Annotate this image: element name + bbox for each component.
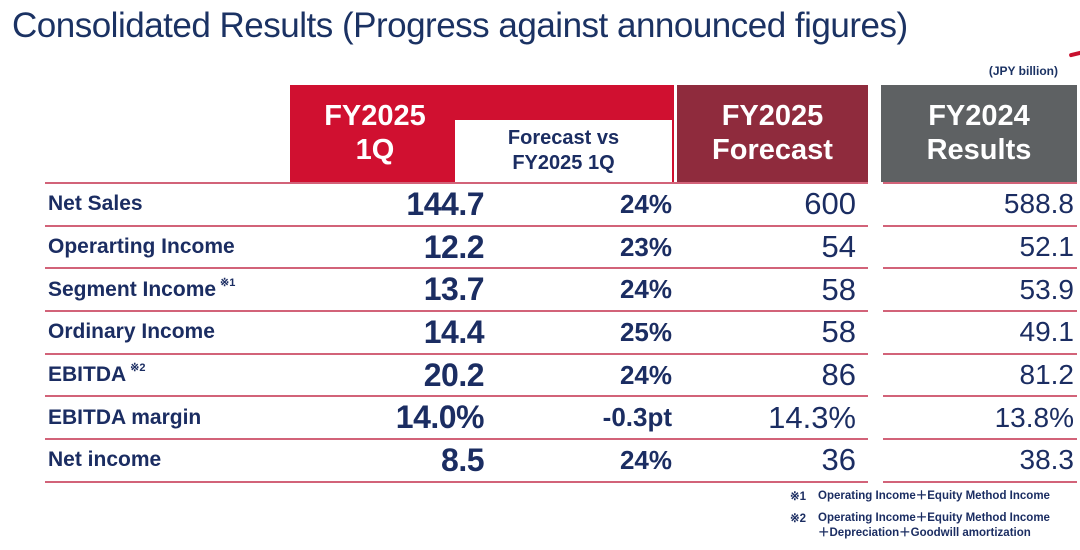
table-row: 588.8 [883, 184, 1077, 227]
results-table-main: Net Sales 144.7 24% 600 Operarting Incom… [45, 182, 868, 483]
cell-fy2024: 53.9 [1019, 273, 1075, 305]
cell-forecast: 36 [821, 442, 856, 478]
cell-vs: -0.3pt [602, 402, 672, 433]
row-label: Ordinary Income [48, 320, 215, 344]
table-row: 49.1 [883, 312, 1077, 355]
cell-vs: 25% [619, 316, 672, 347]
footnote-1: ※1 Operating Income＋Equity Method Income [790, 489, 1050, 504]
cell-q1: 14.4 [423, 313, 485, 350]
cell-forecast: 14.3% [768, 399, 856, 435]
footnote-ref: ※2 [130, 362, 146, 375]
footnote-2-text: Operating Income＋Equity Method Income ＋D… [818, 511, 1050, 539]
row-label: EBITDA margin [48, 405, 202, 429]
table-row: EBITDA margin 14.0% -0.3pt 14.3% [45, 397, 868, 441]
footnote-1-text: Operating Income＋Equity Method Income [818, 490, 1050, 502]
table-row: 13.8% [883, 397, 1077, 441]
table-row: 53.9 [883, 269, 1077, 313]
table-row: 38.3 [883, 440, 1077, 483]
cell-forecast: 86 [821, 357, 856, 393]
cell-q1: 8.5 [441, 441, 484, 478]
table-row: Operarting Income 12.2 23% 54 [45, 227, 868, 270]
cell-vs: 24% [619, 359, 672, 390]
footnotes: ※1 Operating Income＋Equity Method Income… [790, 489, 1050, 548]
cell-q1: 20.2 [423, 356, 485, 393]
footnote-ref: ※1 [220, 276, 236, 289]
row-label: Operarting Income [48, 235, 235, 259]
cell-fy2024: 13.8% [994, 401, 1074, 433]
table-row: Net Sales 144.7 24% 600 [45, 184, 868, 227]
row-label: EBITDA ※2 [48, 362, 146, 387]
cell-q1: 13.7 [423, 271, 485, 308]
table-row: EBITDA ※2 20.2 24% 86 [45, 355, 868, 398]
cell-forecast: 54 [821, 229, 856, 265]
cell-fy2024: 38.3 [1019, 444, 1075, 476]
row-label: Segment Income ※1 [48, 276, 236, 301]
table-row: 81.2 [883, 355, 1077, 398]
cell-vs: 23% [619, 231, 672, 262]
table-row: Segment Income ※1 13.7 24% 58 [45, 269, 868, 313]
cell-q1: 144.7 [406, 185, 484, 222]
table-row: Net income 8.5 24% 36 [45, 440, 868, 483]
cell-forecast: 58 [821, 271, 856, 307]
cell-fy2024: 52.1 [1019, 231, 1075, 263]
cell-q1: 14.0% [395, 399, 485, 436]
unit-note: (JPY billion) [988, 64, 1058, 78]
cell-vs: 24% [619, 274, 672, 305]
cell-fy2024: 49.1 [1019, 316, 1075, 348]
cell-forecast: 58 [821, 314, 856, 350]
table-row: Ordinary Income 14.4 25% 58 [45, 312, 868, 355]
cell-forecast: 600 [804, 186, 856, 222]
results-table-fy2024: 588.8 52.1 53.9 49.1 81.2 13.8% 38.3 [883, 182, 1077, 483]
column-header-fy2025-1q-label: FY2025 1Q [324, 100, 426, 166]
footnote-2: ※2 Operating Income＋Equity Method Income… [790, 511, 1050, 541]
cell-vs: 24% [619, 188, 672, 219]
table-row: 52.1 [883, 227, 1077, 270]
red-accent-mark [1068, 50, 1080, 58]
row-label: Net Sales [48, 192, 143, 216]
column-header-forecast-vs: Forecast vs FY2025 1Q [455, 120, 672, 182]
footnote-1-marker: ※1 [790, 491, 807, 503]
cell-fy2024: 588.8 [1003, 188, 1074, 220]
column-header-fy2024-results: FY2024 Results [881, 85, 1077, 182]
column-header-fy2025-forecast: FY2025 Forecast [677, 85, 868, 182]
cell-vs: 24% [619, 444, 672, 475]
cell-q1: 12.2 [423, 228, 485, 265]
cell-fy2024: 81.2 [1019, 359, 1075, 391]
row-label: Net income [48, 448, 162, 472]
page-title: Consolidated Results (Progress against a… [12, 6, 908, 45]
footnote-2-marker: ※2 [790, 512, 807, 525]
